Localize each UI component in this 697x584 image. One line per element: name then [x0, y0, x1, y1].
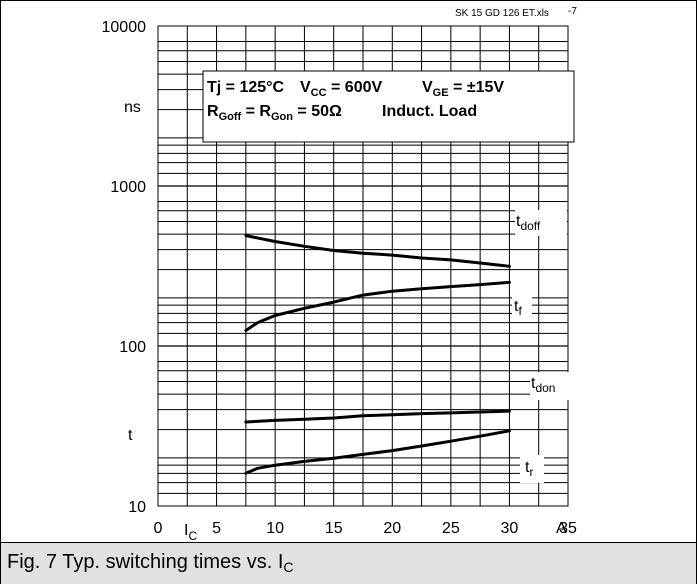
y-tick-label: 10000	[102, 19, 147, 36]
page-tag: -7	[568, 6, 577, 17]
curve-doff	[244, 234, 511, 268]
curve-label-f: tf	[512, 294, 532, 320]
condition-load: Induct. Load	[382, 103, 477, 120]
curve-label-r: tr	[520, 455, 544, 483]
y-symbol-label: t	[128, 427, 133, 444]
x-tick-label: 0	[154, 520, 163, 537]
condition-rg: RGoff = RGon = 50Ω	[207, 103, 342, 123]
x-tick-label: 15	[325, 520, 343, 537]
svg-text:tdoff: tdoff	[516, 213, 541, 233]
condition-vcc: VCC = 600V	[300, 79, 382, 99]
condition-vge: VGE = ±15V	[422, 79, 504, 99]
svg-text:tr: tr	[525, 459, 533, 479]
x-tick-label: 30	[501, 520, 519, 537]
curve-r	[244, 429, 511, 475]
x-tick-label: 10	[266, 520, 284, 537]
y-tick-label: 10	[128, 499, 146, 516]
condition-tj: Tj = 125°C	[207, 79, 285, 96]
y-tick-label: 1000	[110, 179, 146, 196]
caption-bar: Fig. 7 Typ. switching times vs. IC	[1, 542, 696, 584]
conditions-box	[202, 70, 575, 143]
curves	[244, 234, 511, 475]
y-unit-label: ns	[124, 99, 141, 116]
curve-don	[244, 409, 511, 424]
file-tag: SK 15 GD 126 ET.xls	[455, 8, 549, 19]
figure-caption: Fig. 7 Typ. switching times vs. IC	[7, 551, 294, 575]
svg-text:tdon: tdon	[531, 375, 555, 395]
x-tick-label: 25	[442, 520, 460, 537]
x-tick-label: 20	[383, 520, 401, 537]
tick-labels: 0 5 10 15 20 25 30 35 10 100 1000 10000	[102, 19, 578, 537]
x-tick-label: 5	[212, 520, 221, 537]
x-tick-label: 35	[559, 520, 577, 537]
curve-f	[244, 280, 511, 332]
curve-label-don: tdon	[530, 372, 570, 400]
x-symbol-label: IC	[184, 522, 197, 543]
svg-text:tf: tf	[514, 298, 522, 318]
y-tick-label: 100	[119, 339, 146, 356]
plot-area	[157, 25, 569, 507]
x-unit-label: A	[556, 520, 567, 537]
curve-label-doff: tdoff	[515, 210, 567, 236]
